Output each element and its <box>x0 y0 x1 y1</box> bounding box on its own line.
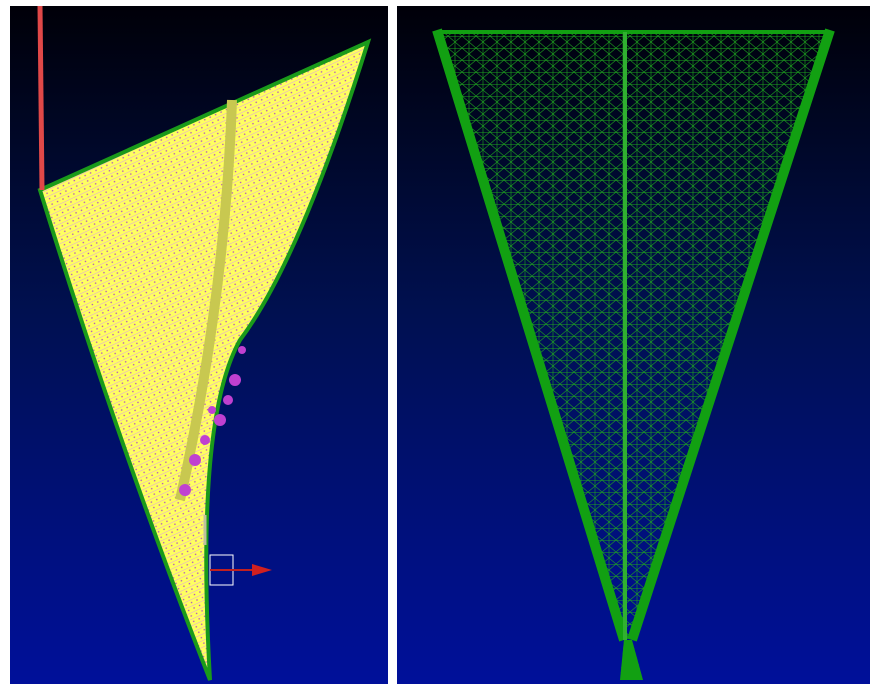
axis-line <box>40 6 42 190</box>
left-viewport <box>10 6 388 684</box>
screenshot <box>0 0 870 684</box>
right-viewport <box>397 6 870 684</box>
